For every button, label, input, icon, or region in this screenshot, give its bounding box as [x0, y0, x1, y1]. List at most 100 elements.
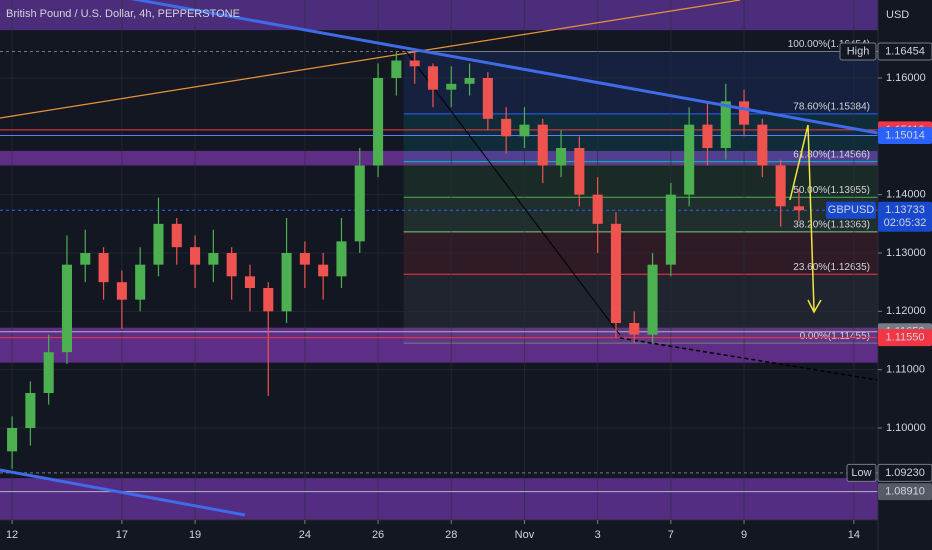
- candle-body: [519, 124, 530, 137]
- zone: [0, 0, 878, 31]
- candle-body: [80, 252, 91, 265]
- candle-body: [98, 252, 109, 283]
- x-tick-label: 12: [6, 529, 18, 541]
- price-badge: [878, 201, 932, 232]
- y-tick-label: 1.16000: [886, 72, 926, 84]
- price-badge-label: 1.08910: [885, 485, 925, 497]
- candle-body: [647, 264, 658, 335]
- y-tick-label: 1.12000: [886, 305, 926, 317]
- candle-body: [244, 276, 256, 289]
- candle-body: [592, 194, 603, 224]
- candle-body: [702, 124, 713, 148]
- price-badge-label: 1.16454: [885, 45, 925, 57]
- candle-body: [391, 60, 402, 78]
- countdown: 02:05:32: [884, 217, 927, 229]
- axes: 1.16000 1.14000 1.13000 1.12000 1.11000 1.100…: [6, 42, 932, 541]
- x-tick-label: 26: [372, 529, 384, 541]
- time-axis: [0, 520, 878, 550]
- tag-badge: [826, 201, 876, 219]
- candle-body: [629, 323, 640, 335]
- arrow-head: [807, 299, 822, 314]
- y-tick-label: 1.11000: [886, 364, 925, 376]
- candle-body: [610, 223, 621, 324]
- fib-label: 0.00%(1.11455): [800, 331, 870, 342]
- candle-body: [482, 77, 493, 119]
- x-tick-label: 3: [595, 529, 601, 541]
- candle-body: [171, 223, 182, 248]
- price-axis: [878, 0, 932, 550]
- x-tick-label: 7: [668, 529, 674, 541]
- x-tick-label: 14: [848, 529, 860, 541]
- candle-body: [190, 247, 201, 265]
- tag-badge: [846, 463, 877, 482]
- trend-line: [0, 0, 741, 119]
- price-lines: [0, 51, 878, 493]
- chart-title: British Pound / U.S. Dollar, 4h, PEPPERS…: [6, 8, 240, 20]
- candle-body: [446, 83, 457, 90]
- candles: [7, 51, 804, 469]
- fib-label: 50.00%(1.13955): [793, 185, 870, 196]
- price-badge: [878, 127, 932, 145]
- candle-body: [684, 124, 695, 195]
- candle-body: [409, 60, 420, 67]
- fib-label: 61.80%(1.14566): [793, 149, 870, 160]
- candle-body: [501, 118, 512, 137]
- candle-body: [757, 124, 768, 166]
- candle-body: [574, 147, 585, 195]
- candle-body: [116, 282, 127, 300]
- fib-label: 78.60%(1.15384): [793, 102, 870, 113]
- price-badge-label: 1.15014: [885, 129, 925, 141]
- candle-body: [318, 264, 329, 277]
- candle-body: [299, 252, 310, 265]
- y-tick-label: 1.14000: [886, 189, 926, 201]
- price-badge: [878, 483, 932, 501]
- candle-body: [427, 66, 438, 90]
- candle-body: [226, 252, 237, 277]
- arrow: [789, 124, 815, 311]
- candle-body: [135, 264, 146, 300]
- fib-label: 23.60%(1.12635): [793, 262, 870, 273]
- candle-body: [354, 165, 365, 242]
- price-badge: [878, 329, 932, 347]
- fib-label: 100.00%(1.16454): [788, 39, 870, 50]
- tag-label: High: [847, 45, 870, 57]
- candle-body: [208, 252, 219, 265]
- x-tick-label: Nov: [515, 529, 535, 541]
- candle-body: [739, 101, 750, 125]
- price-badge-label: 1.13733: [885, 204, 925, 216]
- candle-body: [537, 124, 548, 166]
- y-tick-label: 1.13000: [886, 247, 926, 259]
- candle-body: [556, 147, 567, 166]
- candle-body: [336, 241, 347, 277]
- price-badge-label: 1.11550: [886, 331, 925, 343]
- candle-body: [464, 77, 475, 84]
- candle-body: [665, 194, 676, 265]
- x-tick-label: 28: [445, 529, 457, 541]
- currency: USD: [886, 9, 909, 21]
- candle-body: [61, 264, 73, 353]
- candle-body: [720, 101, 731, 148]
- trend-line: [404, 49, 621, 336]
- trend-line: [0, 468, 246, 517]
- candle-body: [25, 393, 36, 429]
- x-tick-label: 17: [116, 529, 128, 541]
- trend-line: [619, 337, 879, 381]
- fib-label: 38.20%(1.13363): [793, 219, 870, 230]
- zone: [0, 478, 878, 521]
- tag-label: Low: [851, 467, 871, 479]
- candle-body: [775, 165, 786, 207]
- fib-retracement: 100.00%(1.16454) 78.60%(1.15384) 61.80%(1.…: [403, 39, 878, 344]
- candle-body: [373, 77, 384, 166]
- zones: [0, 0, 878, 521]
- tag-label: GBPUSD: [828, 204, 875, 216]
- price-badge: [877, 42, 932, 61]
- trend-line: [130, 0, 879, 135]
- y-tick-label: 1.10000: [886, 422, 926, 434]
- price-badge: [877, 463, 932, 482]
- candle-body: [281, 252, 292, 312]
- candle-body: [793, 206, 804, 211]
- drawings: [0, 0, 879, 517]
- price-badge-label: 1.09230: [885, 467, 925, 479]
